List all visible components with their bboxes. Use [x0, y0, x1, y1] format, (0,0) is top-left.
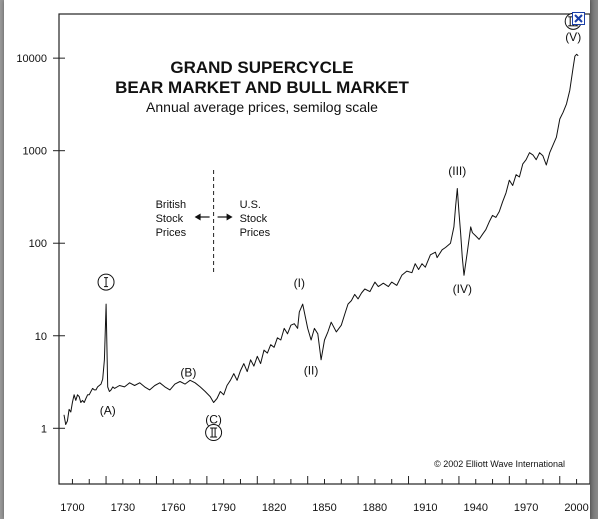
x-tick-label: 1940	[463, 502, 487, 514]
right-arrow-icon	[226, 213, 233, 221]
left-window-edge	[0, 0, 6, 519]
roman-numeral-mark	[104, 277, 109, 288]
british-prices-label: Prices	[156, 227, 187, 239]
y-tick-label: 1	[41, 423, 47, 435]
british-prices-label: British	[156, 199, 187, 211]
x-tick-label: 1910	[413, 502, 437, 514]
wave-label: (C)	[205, 412, 222, 426]
x-tick-label: 1790	[211, 502, 235, 514]
left-arrow-icon	[194, 213, 201, 221]
x-tick-label: 1880	[363, 502, 387, 514]
y-tick-label: 100	[29, 238, 47, 250]
country-separator: British Stock Prices U.S. Stock Prices	[156, 170, 271, 275]
wave-label: (V)	[565, 30, 581, 44]
x-tick-label: 1970	[514, 502, 538, 514]
circled-wave-marker	[205, 424, 223, 442]
chart-title-line-2: BEAR MARKET AND BULL MARKET	[115, 78, 409, 97]
elliott-wave-chart: 1 10 100 1000 10000 1700 1730 1760 1790 1820 1850 1…	[16, 12, 590, 514]
x-tick-label: 1820	[262, 502, 286, 514]
us-prices-label: Stock	[240, 213, 268, 225]
chart-title: GRAND SUPERCYCLE	[170, 58, 353, 77]
right-window-edge	[588, 0, 598, 519]
x-tick-label: 1850	[312, 502, 336, 514]
close-button[interactable]	[572, 12, 585, 25]
chart-subtitle: Annual average prices, semilog scale	[146, 99, 378, 115]
us-prices-label: Prices	[240, 227, 271, 239]
wave-label: (B)	[180, 366, 196, 380]
wave-label: (IV)	[453, 282, 472, 296]
wave-label: (III)	[448, 164, 466, 178]
us-prices-label: U.S.	[240, 199, 261, 211]
x-tick-label: 2000	[564, 502, 588, 514]
y-tick-label: 10	[35, 331, 47, 343]
roman-numeral-mark	[210, 427, 218, 438]
x-tick-label: 1730	[111, 502, 135, 514]
x-tick-label: 1700	[60, 502, 84, 514]
copyright-note: © 2002 Elliott Wave International	[434, 459, 565, 469]
wave-label: (I)	[294, 276, 305, 290]
wave-label: (II)	[304, 364, 319, 378]
axes: 1 10 100 1000 10000 1700 1730 1760 1790 1820 1850 1…	[16, 53, 588, 514]
price-series-line	[63, 53, 579, 425]
x-tick-label: 1760	[161, 502, 185, 514]
y-tick-label: 1000	[23, 146, 47, 158]
british-prices-label: Stock	[156, 213, 184, 225]
chart-popup: 1 10 100 1000 10000 1700 1730 1760 1790 1820 1850 1…	[4, 0, 590, 519]
wave-label: (A)	[100, 404, 116, 418]
y-tick-label: 10000	[16, 53, 47, 65]
close-icon	[574, 14, 583, 23]
